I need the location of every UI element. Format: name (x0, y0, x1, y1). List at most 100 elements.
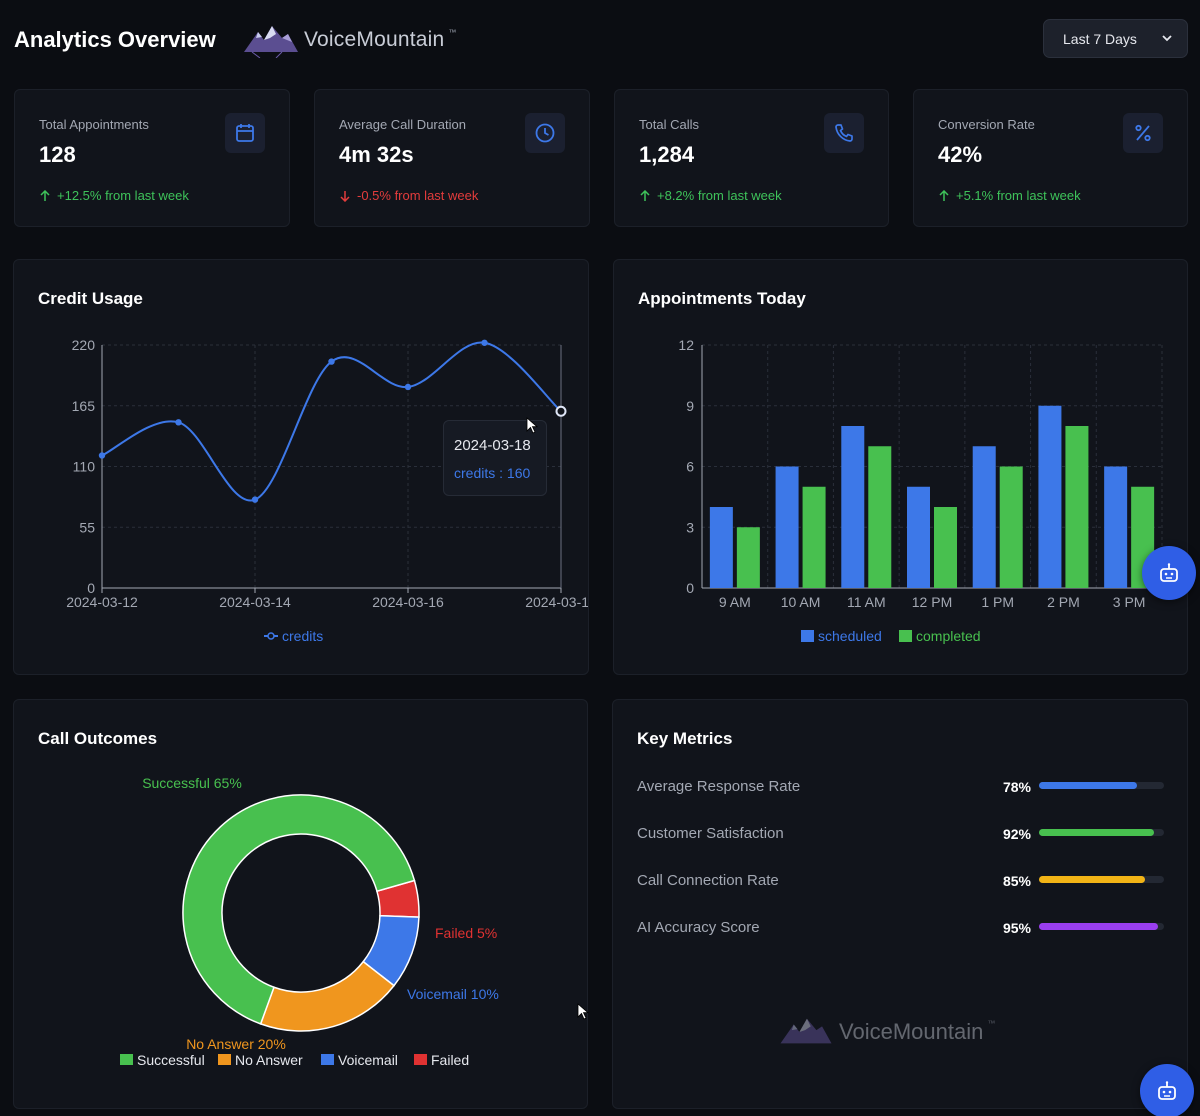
legend-swatch-completed (899, 630, 912, 642)
arrow-up-icon (40, 189, 50, 201)
legend-marker (267, 632, 275, 640)
legend-label: Successful (137, 1052, 205, 1068)
metric-percentage: 95% (1002, 920, 1031, 936)
metric-percentage: 85% (1002, 873, 1031, 889)
stat-card-total-appointments: Total Appointments 128 +12.5% from last … (14, 89, 290, 227)
y-tick-label: 12 (678, 337, 694, 353)
card-title: Credit Usage (38, 289, 143, 308)
bar-scheduled (1038, 405, 1062, 588)
metric-progress-fill (1039, 876, 1146, 883)
y-tick-label: 9 (686, 398, 694, 414)
stat-label: Average Call Duration (339, 117, 466, 132)
y-tick-label: 220 (72, 337, 96, 353)
slice-label: Successful 65% (142, 775, 242, 791)
bar-scheduled (775, 466, 799, 588)
appointments-bar-chart[interactable]: 0 3 6 9 12 9 AM 10 AM 11 AM 12 PM 1 PM 2 PM 3 PM sch… (614, 260, 1187, 674)
stat-value: 1,284 (639, 142, 695, 167)
x-tick-label: 1 PM (981, 594, 1014, 610)
x-tick-label: 9 AM (719, 594, 751, 610)
chat-bot-button[interactable] (1142, 546, 1196, 600)
bar-scheduled (972, 446, 996, 588)
mouse-cursor-icon (526, 417, 538, 434)
call-outcomes-donut-chart[interactable]: Failed 5%Voicemail 10%No Answer 20%Succe… (14, 700, 587, 1108)
metric-label: Call Connection Rate (637, 872, 779, 889)
bar-completed (736, 527, 760, 588)
chart-tooltip: 2024-03-18 credits : 160 (443, 420, 547, 496)
stat-change-text: -0.5% from last week (357, 188, 479, 203)
chat-bot-button-secondary[interactable] (1140, 1064, 1194, 1116)
watermark-logo: VoiceMountain ™ (777, 1015, 995, 1049)
bar-completed (802, 486, 826, 588)
mouse-cursor-icon (577, 1003, 589, 1020)
y-tick-label: 0 (87, 580, 95, 596)
brand-trademark: ™ (448, 27, 457, 37)
y-tick-label: 165 (72, 398, 96, 414)
credit-usage-card: Credit Usage 0 55 110 165 220 2024-03-12 2024-… (13, 259, 589, 675)
stat-change: +12.5% from last week (39, 188, 189, 203)
data-point (404, 383, 412, 391)
slice-label: No Answer 20% (186, 1036, 286, 1052)
x-tick-label: 2024-03-16 (372, 594, 444, 610)
data-point (98, 452, 106, 459)
stat-value: 4m 32s (339, 142, 414, 167)
legend-swatch-no-answer (218, 1054, 231, 1065)
stat-label: Conversion Rate (938, 117, 1035, 132)
chevron-down-icon (1162, 35, 1172, 42)
x-tick-label: 2024-03-12 (66, 594, 138, 610)
mountain-logo-icon (244, 26, 298, 58)
metric-label: Average Response Rate (637, 778, 801, 795)
y-tick-label: 55 (79, 519, 95, 535)
metric-progress-track (1039, 782, 1164, 789)
key-metrics-card: Key Metrics Average Response Rate 78% Cu… (612, 699, 1188, 1109)
x-tick-label: 2024-03-18 (525, 594, 588, 610)
stat-change: +5.1% from last week (938, 188, 1081, 203)
slice-no-answer (259, 960, 396, 1032)
metric-progress-track (1039, 829, 1164, 836)
arrow-up-icon (640, 189, 650, 201)
metric-percentage: 92% (1002, 826, 1031, 842)
call-outcomes-card: Call Outcomes Failed 5% Voicemail 10% No A… (13, 699, 588, 1109)
stat-icon-box (225, 113, 265, 153)
metric-progress-track (1039, 876, 1164, 883)
y-tick-label: 110 (73, 459, 96, 475)
legend-swatch-successful (120, 1054, 133, 1065)
bar-scheduled (841, 426, 865, 588)
card-title: Appointments Today (638, 289, 806, 308)
percent-icon (1135, 124, 1151, 142)
x-tick-label: 12 PM (912, 594, 952, 610)
stat-value: 42% (938, 142, 983, 167)
card-title: Key Metrics (637, 729, 733, 748)
data-point (328, 358, 335, 365)
x-tick-label: 10 AM (781, 594, 821, 610)
mountain-logo-icon (780, 1018, 832, 1044)
watermark-name: VoiceMountain (839, 1019, 984, 1044)
data-point (481, 339, 488, 346)
bar-scheduled (1104, 466, 1128, 588)
stat-icon-box (1123, 113, 1163, 153)
arrow-up-icon (939, 189, 949, 201)
metric-progress-fill (1039, 923, 1158, 930)
page-title: Analytics Overview (14, 27, 216, 52)
brand-logo: VoiceMountain ™ (242, 22, 456, 58)
y-tick-label: 3 (686, 519, 694, 535)
data-point (175, 419, 182, 426)
stat-card-conversion-rate: Conversion Rate 42% +5.1% from last week (913, 89, 1188, 227)
stat-icon-box (824, 113, 864, 153)
metric-progress-fill (1039, 829, 1154, 836)
legend-label: Failed (431, 1052, 469, 1068)
legend-label: No Answer (235, 1052, 303, 1068)
bar-completed (1065, 426, 1089, 588)
highlighted-data-point (555, 405, 567, 417)
date-range-select[interactable]: Last 7 Days (1043, 19, 1188, 58)
stat-value: 128 (39, 142, 76, 167)
y-tick-label: 0 (686, 580, 694, 596)
data-point (251, 496, 259, 503)
legend-swatch-voicemail (321, 1054, 334, 1065)
stat-change-text: +8.2% from last week (657, 188, 782, 203)
stat-change-text: +12.5% from last week (57, 188, 189, 203)
credit-usage-line-chart[interactable]: 0 55 110 165 220 2024-03-12 2024-03-14 2024-03-… (14, 260, 588, 674)
x-tick-label: 11 AM (847, 594, 886, 610)
stat-icon-box (525, 113, 565, 153)
brand-name: VoiceMountain (304, 28, 445, 51)
stat-card-average-call-duration: Average Call Duration 4m 32s -0.5% from … (314, 89, 590, 227)
